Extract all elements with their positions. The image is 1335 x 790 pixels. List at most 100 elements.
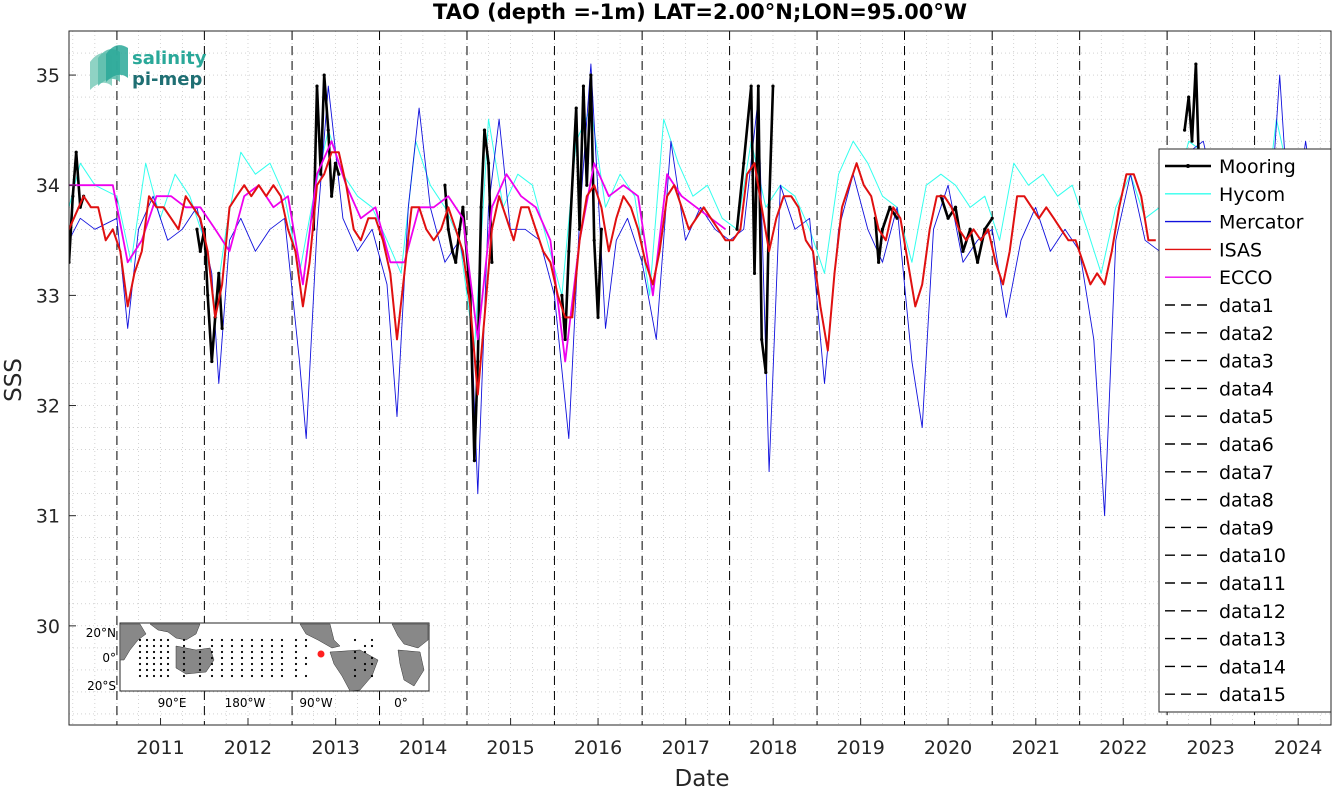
inset-station-dot: [166, 662, 170, 666]
series-mooring-point: [760, 337, 764, 342]
inset-station-dot: [370, 644, 374, 648]
series-mooring: [69, 62, 1205, 463]
legend-label-data12: data12: [1219, 601, 1286, 623]
series-mooring-point: [983, 227, 987, 231]
legend-label-data3: data3: [1219, 351, 1274, 373]
inset-station-dot: [182, 674, 186, 678]
legend-label-data10: data10: [1219, 545, 1286, 567]
inset-station-dot: [250, 656, 254, 660]
inset-station-dot: [166, 650, 170, 654]
inset-station-dot: [240, 656, 244, 660]
inset-station-dot: [182, 638, 186, 642]
legend-label-data1: data1: [1219, 295, 1274, 317]
inset-station-dot: [145, 662, 149, 666]
inset-station-dot: [240, 650, 244, 654]
series-mooring-point: [592, 238, 596, 242]
inset-station-dot: [145, 656, 149, 660]
inset-station-dot: [304, 674, 308, 678]
inset-station-dot: [166, 674, 170, 678]
legend-label-data15: data15: [1219, 684, 1286, 706]
series-isas-line: [69, 151, 1156, 396]
inset-station-dot: [304, 644, 308, 648]
inset-station-dot: [270, 668, 274, 672]
series-mooring-point: [479, 205, 483, 209]
inset-station-dot: [198, 656, 202, 660]
inset-station-dot: [270, 662, 274, 666]
y-tick-label-33: 33: [36, 285, 60, 307]
series-mooring-point: [490, 260, 494, 264]
x-tick-label-2019: 2019: [836, 737, 884, 759]
legend-label-hycom: Hycom: [1219, 184, 1285, 206]
inset-station-dot: [152, 638, 156, 642]
inset-station-dot: [220, 644, 224, 648]
inset-station-dot: [159, 668, 163, 672]
inset-station-dot: [250, 662, 254, 666]
series-mooring-point: [206, 293, 210, 297]
inset-station-dot: [145, 650, 149, 654]
y-tick-label-30: 30: [36, 616, 60, 638]
inset-station-dot: [182, 668, 186, 672]
inset-station-dot: [270, 638, 274, 642]
inset-station-dot: [220, 674, 224, 678]
inset-station-dot: [294, 638, 298, 642]
inset-station-dot: [260, 650, 264, 654]
inset-station-dot: [363, 644, 367, 648]
inset-station-dot: [260, 656, 264, 660]
legend: Mooring Hycom Mercator ISAS ECCO data1 data2 da…: [1158, 148, 1332, 713]
inset-station-dot: [182, 644, 186, 648]
series-mooring-point: [735, 227, 739, 231]
inset-station-dot: [260, 662, 264, 666]
series-mooring-point: [315, 84, 319, 88]
inset-station-dot: [260, 644, 264, 648]
inset-station-dot: [280, 650, 284, 654]
logo-text-pimep: pi-mep: [132, 69, 202, 90]
y-tick-label-35: 35: [36, 65, 60, 87]
legend-label-data8: data8: [1219, 490, 1274, 512]
inset-station-dot: [230, 668, 234, 672]
inset-station-dot: [159, 656, 163, 660]
y-tick-label-31: 31: [36, 506, 60, 528]
inset-station-dot: [159, 638, 163, 642]
legend-label-ecco: ECCO: [1219, 267, 1273, 289]
inset-station-dot: [152, 662, 156, 666]
series-mooring-point: [589, 73, 593, 77]
inset-station-dot: [230, 662, 234, 666]
series-mooring-point: [195, 227, 199, 231]
inset-station-dot: [152, 644, 156, 648]
inset-station-dot: [210, 644, 214, 648]
legend-label-data11: data11: [1219, 573, 1286, 595]
inset-station-dot: [166, 668, 170, 672]
inset-station-dot: [260, 674, 264, 678]
series-mooring-point: [567, 249, 571, 253]
y-axis-ticks: 30 31 32 33 34 35: [36, 65, 76, 638]
inset-station-dot: [280, 674, 284, 678]
inset-station-dot: [270, 644, 274, 648]
inset-station-marker: [317, 650, 325, 658]
series-mooring-point: [1183, 128, 1187, 132]
inset-station-dot: [363, 650, 367, 654]
inset-station-dot: [250, 668, 254, 672]
series-mooring-segment-1: [195, 228, 224, 363]
inset-station-dot: [230, 644, 234, 648]
series-mooring-segment-2: [312, 73, 341, 230]
series-mercator: [69, 63, 1331, 517]
y-tick-label-32: 32: [36, 396, 60, 418]
legend-label-data7: data7: [1219, 462, 1274, 484]
x-tick-label-2016: 2016: [574, 737, 622, 759]
inset-station-dot: [166, 644, 170, 648]
legend-marker-mooring: [1186, 164, 1190, 168]
inset-station-dot: [294, 662, 298, 666]
series-mooring-point: [771, 84, 775, 88]
inset-station-dot: [294, 656, 298, 660]
inset-station-dot: [280, 668, 284, 672]
series-mooring-point: [454, 260, 458, 264]
plot-area: [69, 31, 1331, 725]
inset-station-dot: [270, 650, 274, 654]
x-axis-ticks: 2011 2012 2013 2014 2015 2016 2017 2018 2019 2020…: [136, 718, 1322, 759]
legend-box: [1158, 148, 1332, 713]
series-mooring-point: [326, 128, 330, 132]
inset-station-dot: [250, 674, 254, 678]
inset-station-dot: [138, 650, 142, 654]
inset-station-dot: [159, 644, 163, 648]
inset-station-dot: [198, 662, 202, 666]
